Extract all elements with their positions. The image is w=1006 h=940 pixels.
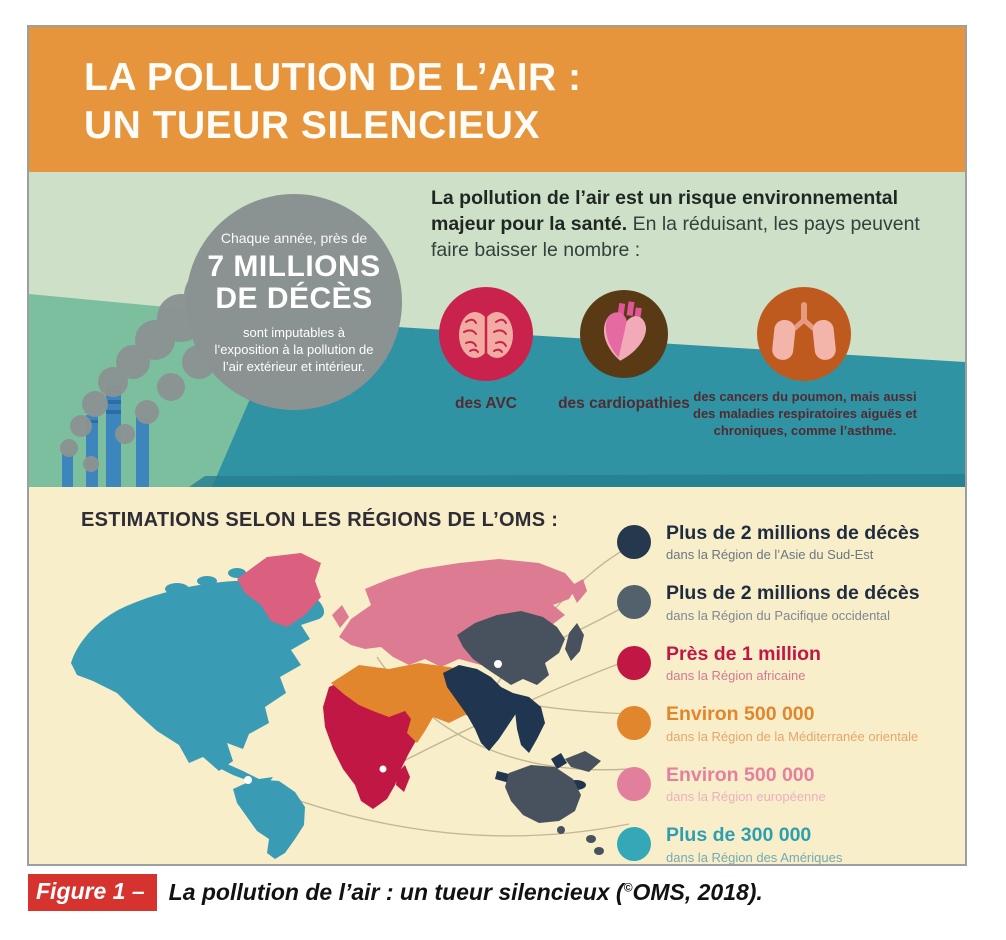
legend-item-eastern-mediterranean: Environ 500 000 dans la Région de la Méd… [617,703,965,744]
deaths-statistic-circle: Chaque année, près de 7 MILLIONS DE DÉCÈ… [186,194,402,410]
condition-lungs [757,287,851,386]
impact-statement-rest: En la réduisant, les pays peuvent faire … [431,213,920,262]
deaths-number-line2: DE DÉCÈS [215,282,373,316]
figure-caption-text: La pollution de l’air : un tueur silenci… [168,879,763,905]
legend-value: Près de 1 million [666,642,821,665]
impact-statement: La pollution de l’air est un risque envi… [431,185,963,263]
legend-dot-americas [617,827,651,862]
impact-statement-bold: La pollution de l’air est un risque envi… [431,187,898,236]
condition-stroke-label: des AVC [454,395,517,412]
copyright-symbol: © [623,880,633,895]
map-region-americas [71,568,325,859]
deaths-detail: sont imputables à l’exposition à la poll… [214,324,374,374]
teal-band-dark [189,474,965,487]
legend-dot-eastern-mediterranean [617,706,651,741]
legend-dot-africa [617,645,651,680]
legend-region: dans la Région de la Méditerranée orient… [666,728,919,744]
legend-item-south-east-asia: Plus de 2 millions de décès dans la Régi… [617,522,965,563]
infographic-header: LA POLLUTION DE L’AIR : UN TUEUR SILENCI… [29,27,965,172]
figure-caption: Figure 1 – La pollution de l’air : un tu… [28,874,763,911]
map-region-western-pacific [457,611,604,855]
legend-dot-south-east-asia [617,525,651,559]
deaths-number-line1: 7 MILLIONS [207,250,381,283]
legend-value: Environ 500 000 [666,703,815,726]
regions-section: ESTIMATIONS SELON LES RÉGIONS DE L’OMS : [29,487,965,865]
legend-region: dans la Région de l’Asie du Sud-Est [666,547,874,563]
title-line-2: UN TUEUR SILENCIEUX [84,103,540,147]
deaths-intro: Chaque année, près de [220,230,368,246]
infographic-frame: LA POLLUTION DE L’AIR : UN TUEUR SILENCI… [27,25,967,866]
lungs-icon [757,287,851,381]
map-region-africa [323,679,431,809]
condition-stroke [439,287,533,386]
legend-region: dans la Région des Amériques [666,849,843,865]
infographic-title: LA POLLUTION DE L’AIR : UN TUEUR SILENCI… [84,54,965,149]
regions-heading: ESTIMATIONS SELON LES RÉGIONS DE L’OMS : [81,509,559,531]
legend-item-europe: Environ 500 000 dans la Région européenn… [617,763,965,805]
world-map [71,546,630,859]
impact-section: Chaque année, près de 7 MILLIONS DE DÉCÈ… [29,172,965,487]
map-marker-dots [244,660,502,784]
heart-icon [580,290,668,378]
map-legend: Plus de 2 millions de décès dans la Régi… [617,522,965,886]
legend-item-africa: Près de 1 million dans la Région africai… [617,642,965,684]
legend-region: dans la Région européenne [666,789,826,805]
title-line-1: LA POLLUTION DE L’AIR : [84,56,582,99]
legend-value: Plus de 300 000 [666,824,812,847]
legend-region: dans la Région africaine [666,668,806,684]
legend-dot-europe [617,766,651,801]
condition-heart-label: des cardiopathies [558,395,690,412]
condition-lungs-label: des cancers du poumon, mais aussi des ma… [693,389,917,438]
legend-item-western-pacific: Plus de 2 millions de décès dans la Régi… [617,582,965,623]
figure-number-badge: Figure 1 – [28,874,157,911]
legend-region: dans la Région du Pacifique occidental [666,607,891,623]
legend-value: Plus de 2 millions de décès [666,522,920,544]
map-region-greenland [237,553,321,627]
legend-value: Plus de 2 millions de décès [666,582,920,605]
legend-dot-western-pacific [617,585,651,620]
legend-item-americas: Plus de 300 000 dans la Région des Améri… [617,824,965,865]
legend-value: Environ 500 000 [666,763,815,786]
condition-heart [580,290,668,383]
brain-icon [439,287,533,381]
